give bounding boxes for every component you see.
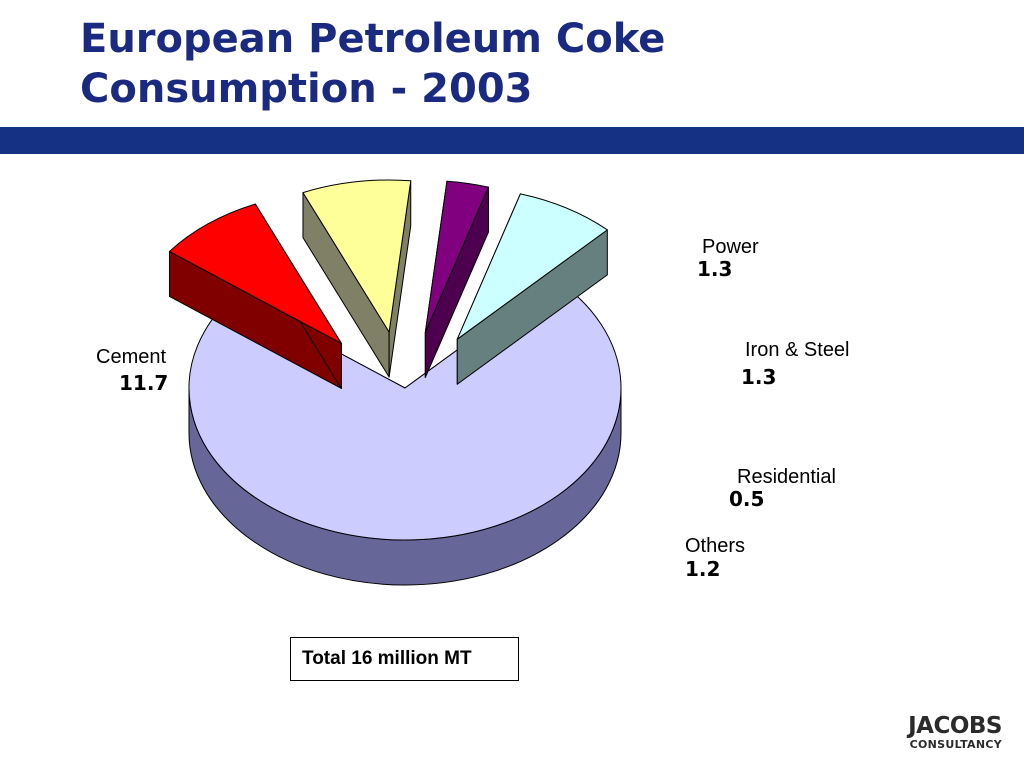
total-box: Total 16 million MT <box>290 637 519 681</box>
value-iron-steel: 1.3 <box>741 365 777 389</box>
label-others: Others <box>685 535 746 557</box>
slide-title: European Petroleum Coke Consumption - 20… <box>80 14 980 114</box>
label-residential: Residential <box>737 466 836 488</box>
pie-slice-residential <box>424 180 489 378</box>
value-cement: 11.7 <box>119 371 169 395</box>
logo-main-text: JACOBS <box>908 713 1002 739</box>
value-residential: 0.5 <box>729 487 765 511</box>
title-line-2: Consumption - 2003 <box>80 66 533 112</box>
logo-sub-text: CONSULTANCY <box>909 738 1002 751</box>
title-accent-bar <box>0 127 1024 154</box>
label-iron-steel: Iron & Steel <box>745 339 850 361</box>
value-power: 1.3 <box>697 257 733 281</box>
slice-top-face <box>168 203 342 344</box>
pie-slice-power <box>168 203 342 389</box>
company-logo: JACOBS CONSULTANCY <box>908 714 1002 751</box>
value-others: 1.2 <box>685 557 721 581</box>
slice-top-face <box>302 179 412 333</box>
label-power: Power <box>702 236 759 258</box>
slice-top-face <box>424 180 489 333</box>
label-cement: Cement <box>96 346 167 368</box>
pie-slice-others <box>456 193 608 385</box>
title-line-1: European Petroleum Coke <box>80 16 666 62</box>
slice-top-face <box>456 193 608 340</box>
pie-slice-iron-steel <box>302 179 412 378</box>
